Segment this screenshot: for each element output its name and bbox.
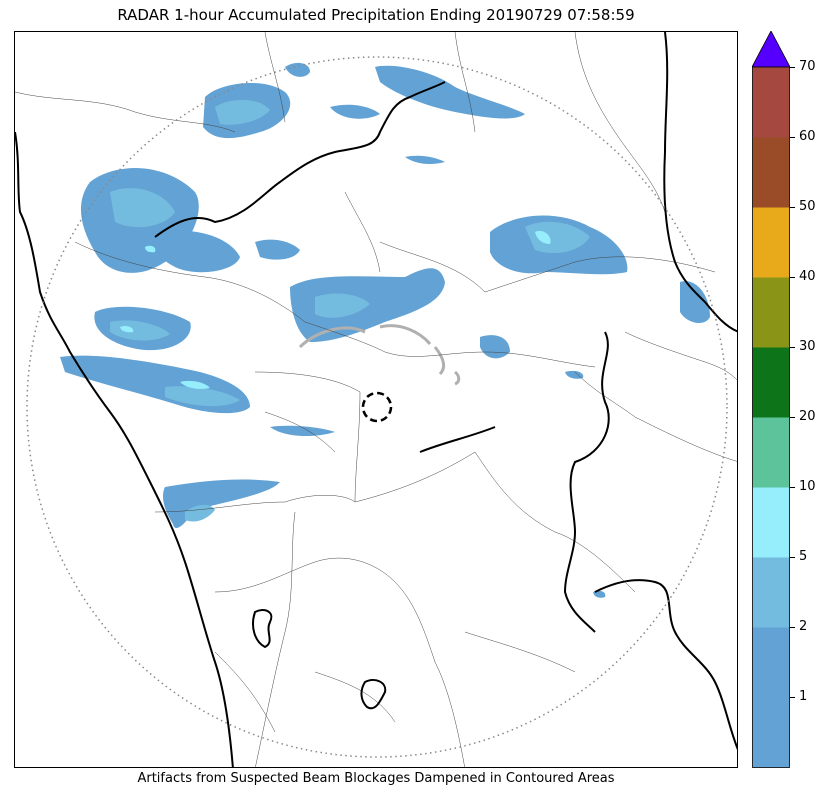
state-boundaries — [15, 32, 737, 767]
colorbar-segment — [752, 417, 790, 488]
colorbar-tick-mark — [790, 557, 795, 558]
colorbar-tick-mark — [790, 627, 795, 628]
map-title: RADAR 1-hour Accumulated Precipitation E… — [117, 6, 635, 24]
radar-site-marker — [361, 391, 393, 423]
state-border-north — [154, 81, 446, 238]
echo-center-2 — [480, 335, 510, 359]
echo-west-7 — [270, 425, 335, 437]
echo-west-6 — [162, 479, 280, 529]
radar-map-canvas — [15, 32, 737, 767]
radar-map[interactable] — [14, 31, 738, 768]
colorbar-segment — [752, 627, 790, 698]
colorbar-tick-label: 10 — [799, 479, 816, 494]
colorbar-tick-label: 30 — [799, 339, 816, 354]
enclave-2 — [360, 679, 387, 710]
echo-west-5 — [255, 239, 300, 260]
colorbar-tick-label: 40 — [799, 269, 816, 284]
colorbar-segment — [752, 277, 790, 348]
colorbar-tick-label: 5 — [799, 549, 808, 564]
colorbar-segment — [752, 347, 790, 418]
echo-north-2 — [285, 62, 310, 77]
echo-east-2 — [680, 281, 710, 324]
colorbar-tick-label: 2 — [799, 619, 808, 634]
state-border-mid — [419, 426, 496, 453]
colorbar-extend-triangle — [752, 31, 790, 68]
map-caption: Artifacts from Suspected Beam Blockages … — [137, 771, 615, 786]
echo-east-3 — [565, 370, 584, 379]
echo-north-5 — [405, 155, 445, 165]
echo-west-2 — [156, 230, 240, 273]
colorbar-segment — [752, 487, 790, 558]
echo-north-4 — [330, 104, 380, 119]
colorbar-tick-mark — [790, 277, 795, 278]
colorbar-tick-mark — [790, 207, 795, 208]
colorbar-tick-label: 70 — [799, 59, 816, 74]
colorbar-tick-mark — [790, 137, 795, 138]
radar-range-ring — [26, 56, 728, 758]
colorbar-segment — [752, 207, 790, 278]
echo-sw-small — [593, 590, 606, 598]
coastline — [15, 131, 234, 767]
precipitation-heavy — [110, 99, 590, 522]
colorbar-segment — [752, 67, 790, 138]
colorbar-tick-mark — [790, 67, 795, 68]
state-border-se — [594, 579, 737, 750]
colorbar-tick-mark — [790, 487, 795, 488]
colorbar-tick-mark — [790, 697, 795, 698]
colorbar-segment — [752, 137, 790, 208]
colorbar-tick-label: 60 — [799, 129, 816, 144]
colorbar-tick-label: 50 — [799, 199, 816, 214]
beam-blockage-contours — [298, 324, 461, 386]
precipitation-colorbar — [752, 31, 790, 768]
colorbar-segment — [752, 557, 790, 628]
colorbar-tick-mark — [790, 417, 795, 418]
colorbar-tick-label: 20 — [799, 409, 816, 424]
colorbar-tick-label: 1 — [799, 689, 808, 704]
district-boundaries — [15, 32, 737, 767]
state-border-east — [663, 32, 737, 333]
enclave-1 — [252, 609, 273, 649]
colorbar-tick-mark — [790, 347, 795, 348]
colorbar-segment — [752, 697, 790, 768]
state-border-south — [563, 331, 610, 633]
echo-north-3 — [375, 65, 525, 119]
precipitation-core — [120, 230, 551, 389]
